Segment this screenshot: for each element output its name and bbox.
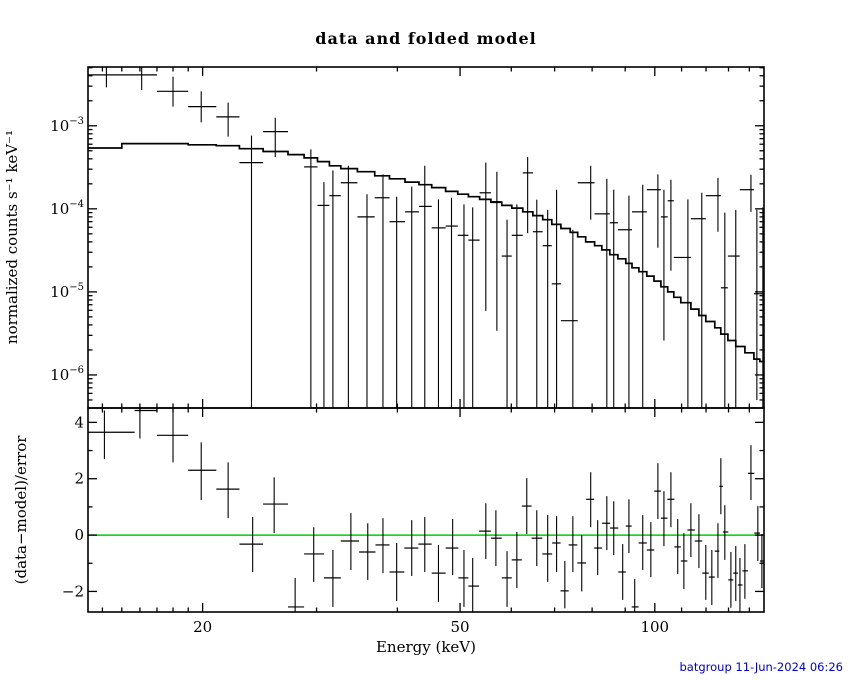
bottom-y-axis-ticks [88,421,764,593]
x-tick-labels: 20 50 100 [193,618,669,636]
tick-label: 10−5 [50,282,84,301]
top-y-axis-ticks [88,67,764,401]
tick-label: 4 [74,413,84,431]
tick-label: 20 [193,618,212,636]
model-line [88,142,764,363]
tick-label: 0 [74,526,84,544]
tick-label: 10−4 [50,199,84,218]
x-axis-ticks [101,67,750,612]
tick-label: 10−3 [50,116,84,135]
top-y-axis-label: normalized counts s⁻¹ keV⁻¹ [3,130,21,344]
tick-label: −2 [62,582,84,600]
tick-label: 100 [640,618,669,636]
timestamp: batgroup 11-Jun-2024 06:26 [679,660,843,674]
tick-label: 2 [74,470,84,488]
tick-label: 50 [451,618,470,636]
plot-data-content: 20 50 100 10−3 10−4 10−5 10−6 −2 0 2 4 [50,67,764,636]
spectrum-data-points [88,67,764,408]
bottom-y-axis-label: (data−model)/error [12,435,30,585]
top-y-tick-labels: 10−3 10−4 10−5 10−6 [50,116,84,384]
x-axis-label: Energy (keV) [376,638,476,656]
residual-data-points [88,408,764,612]
plot-title: data and folded model [315,29,536,48]
tick-label: 10−6 [50,365,84,384]
bottom-panel-frame [87,407,765,613]
top-panel-frame [87,66,765,409]
bottom-y-tick-labels: −2 0 2 4 [62,413,84,600]
